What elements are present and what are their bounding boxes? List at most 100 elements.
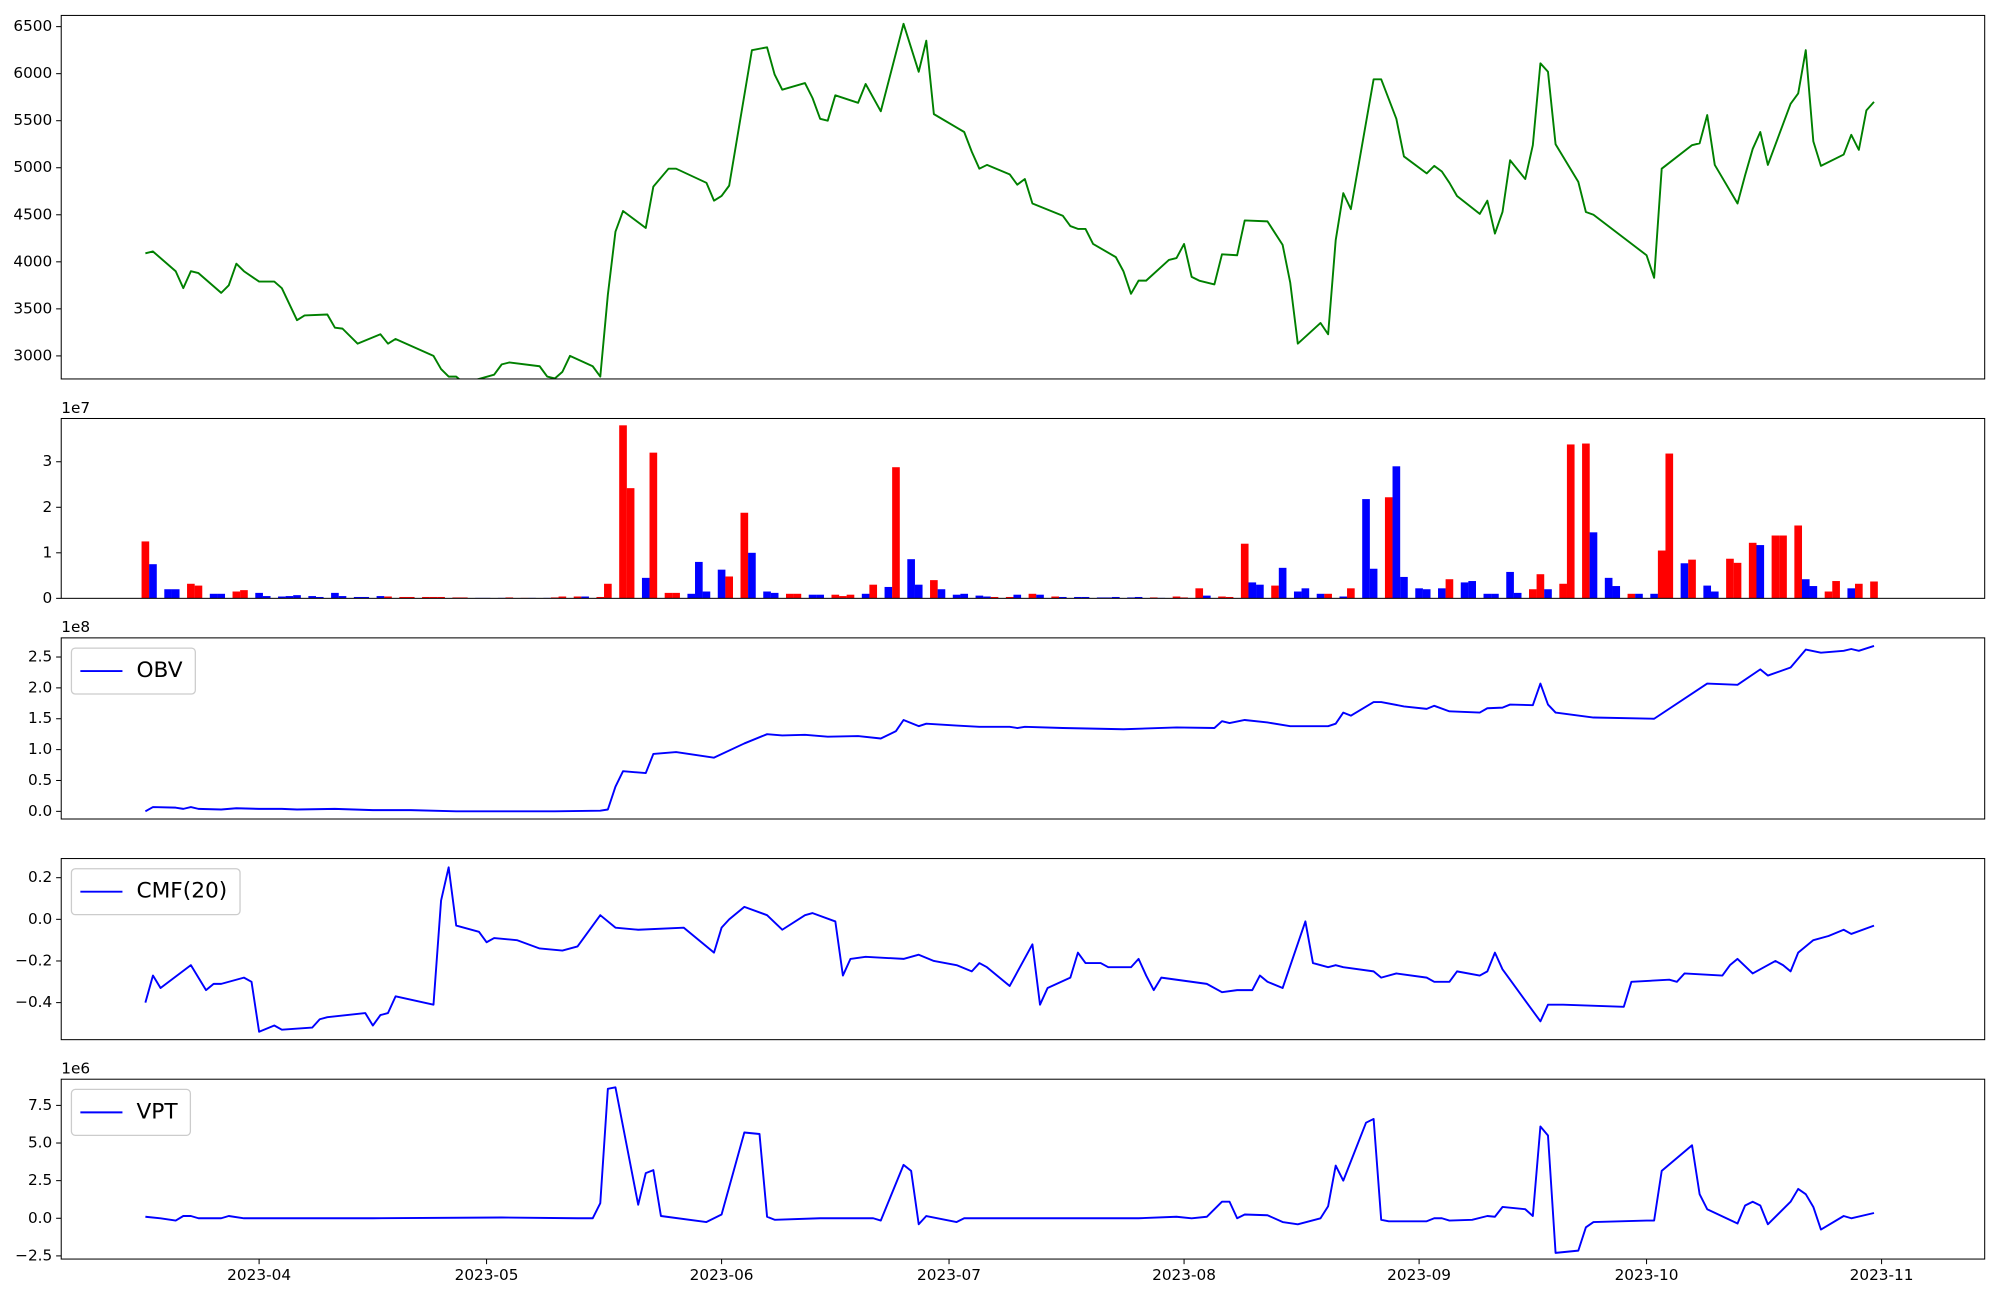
- bar: [1362, 499, 1370, 599]
- bar: [1316, 593, 1325, 599]
- bar: [376, 596, 385, 599]
- y-tick-label: 2.5: [28, 648, 52, 666]
- bar: [1240, 543, 1249, 599]
- axis-offset: 1e6: [61, 1060, 90, 1078]
- panel: 0 1 2 3 1e7: [43, 399, 1986, 607]
- bar: [1058, 596, 1067, 599]
- bar: [1347, 588, 1355, 599]
- bar: [573, 596, 582, 599]
- legend: VPT: [70, 1088, 192, 1136]
- y-tick-label: 0: [43, 589, 53, 607]
- x-tick-label: 2023-11: [1850, 1266, 1914, 1284]
- bar: [194, 585, 203, 599]
- bar: [748, 552, 756, 599]
- bar: [861, 593, 870, 599]
- legend-box: [70, 647, 196, 695]
- bar: [1589, 532, 1598, 599]
- bar: [1771, 535, 1780, 599]
- bar: [1513, 592, 1522, 599]
- bar: [1756, 545, 1765, 599]
- bar: [1650, 593, 1658, 599]
- bar: [1225, 596, 1234, 599]
- bar: [687, 593, 696, 599]
- bar: [1369, 568, 1378, 599]
- bar: [1172, 596, 1181, 599]
- plot-area: [145, 22, 1875, 379]
- bar: [1074, 596, 1082, 599]
- bar: [1870, 581, 1878, 599]
- bar: [884, 586, 893, 599]
- plot-area: [144, 644, 1875, 813]
- bar: [1794, 525, 1803, 599]
- bar: [1445, 579, 1454, 599]
- bar: [361, 596, 370, 599]
- bar: [785, 593, 794, 599]
- bar: [1081, 596, 1090, 599]
- bar: [1612, 586, 1621, 599]
- axis-offset: 1e7: [61, 399, 90, 417]
- bar: [892, 467, 900, 599]
- bar: [1855, 583, 1863, 599]
- bar: [1680, 563, 1689, 599]
- y-tick-label: 0.0: [28, 802, 52, 820]
- bar: [664, 592, 673, 599]
- y-tick-label: 0.0: [28, 910, 52, 928]
- bar: [285, 596, 294, 599]
- bar: [626, 488, 635, 599]
- legend-box: [70, 868, 241, 916]
- bar: [1134, 596, 1143, 599]
- bar: [649, 452, 658, 599]
- bar: [937, 589, 946, 599]
- bar: [1824, 591, 1833, 599]
- bar: [1468, 581, 1476, 599]
- bar: [596, 596, 605, 599]
- bar: [1491, 593, 1499, 599]
- bar: [1293, 591, 1302, 599]
- bar: [1256, 584, 1264, 599]
- bar: [1301, 588, 1310, 599]
- bar: [1051, 596, 1060, 599]
- bar: [869, 584, 878, 599]
- bar: [1324, 593, 1332, 599]
- bar: [1688, 559, 1696, 599]
- y-tick-label: 2: [43, 498, 53, 516]
- bar: [1112, 596, 1120, 599]
- y-tick-label: 2.0: [28, 678, 52, 696]
- bar: [1218, 596, 1226, 599]
- bar: [604, 583, 612, 599]
- bar: [740, 512, 749, 599]
- bar: [641, 577, 650, 599]
- bar: [1460, 582, 1469, 599]
- bar: [315, 596, 324, 599]
- bar: [1529, 589, 1537, 599]
- bar: [907, 559, 915, 599]
- bar: [240, 590, 248, 599]
- bar: [1779, 535, 1787, 599]
- y-tick-label: 1.5: [28, 709, 52, 727]
- bar: [702, 591, 711, 599]
- y-tick-label: 3500: [13, 299, 52, 317]
- legend-label: CMF(20): [136, 879, 227, 904]
- bar: [1726, 558, 1734, 599]
- bar: [695, 561, 703, 599]
- bar: [331, 592, 339, 599]
- axes-frame: [60, 14, 1986, 380]
- x-tick-label: 2023-05: [455, 1266, 519, 1284]
- y-tick-label: −2.5: [15, 1246, 52, 1264]
- bar: [581, 596, 589, 599]
- axis-offset: 1e8: [61, 618, 90, 636]
- bar: [1415, 588, 1423, 599]
- y-tick-label: −0.4: [15, 993, 52, 1011]
- bar: [1202, 595, 1211, 599]
- bar: [1278, 567, 1287, 599]
- y-tick-label: 0.0: [28, 1209, 52, 1227]
- x-tick-label: 2023-06: [690, 1266, 754, 1284]
- y-tick-label: 5.0: [28, 1134, 52, 1152]
- bar: [1559, 583, 1567, 599]
- y-tick-label: 4000: [13, 252, 52, 270]
- y-tick-label: 1.0: [28, 740, 52, 758]
- y-tick-label: 3: [43, 452, 53, 470]
- bar: [1657, 550, 1666, 599]
